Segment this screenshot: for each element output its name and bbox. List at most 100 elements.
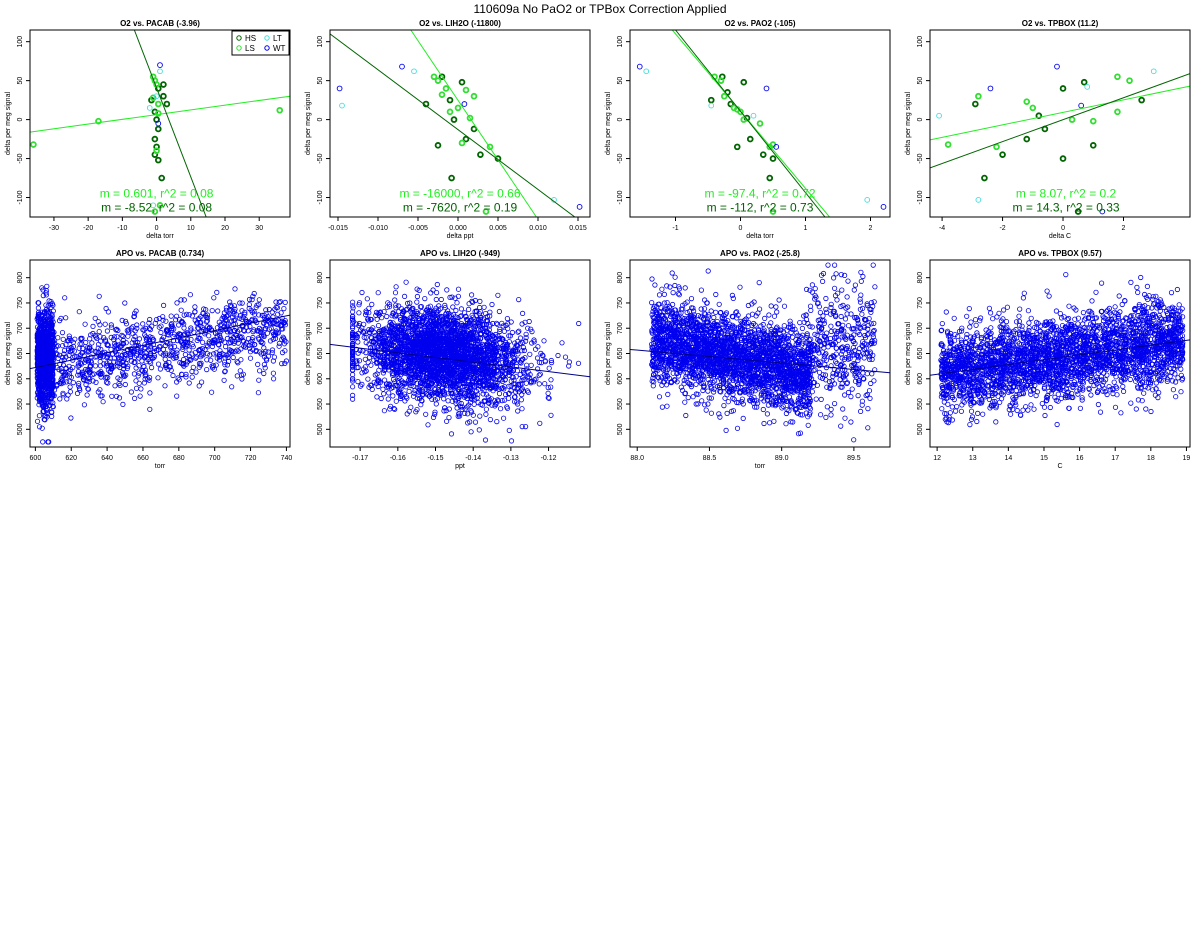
data-point — [500, 415, 507, 421]
data-point — [119, 359, 125, 365]
data-point — [191, 329, 197, 335]
data-point — [417, 323, 423, 329]
data-point — [442, 405, 448, 411]
x-tick-label: 0 — [1061, 225, 1065, 232]
data-point — [356, 358, 363, 364]
data-point — [222, 339, 228, 345]
data-point — [97, 334, 103, 340]
data-point — [132, 348, 138, 354]
data-point — [461, 394, 468, 400]
data-point — [476, 378, 483, 384]
data-point — [178, 297, 184, 303]
data-point — [458, 306, 464, 312]
data-point — [195, 320, 201, 326]
data-point — [242, 311, 248, 317]
data-point — [52, 340, 58, 347]
x-tick-label: 0.015 — [569, 225, 587, 232]
data-point — [494, 418, 500, 425]
data-point — [401, 352, 407, 358]
data-point — [42, 392, 49, 399]
data-point-lt — [153, 93, 160, 100]
data-point — [223, 343, 229, 350]
data-point — [437, 329, 444, 335]
data-point — [417, 304, 423, 310]
data-point — [406, 388, 412, 394]
data-point — [116, 357, 122, 363]
fit-line — [30, 314, 290, 370]
data-point — [72, 336, 78, 342]
data-point — [487, 323, 493, 329]
data-point — [104, 354, 110, 361]
data-point — [426, 323, 432, 330]
data-point-hs — [160, 81, 167, 88]
data-point — [470, 324, 476, 330]
data-point-lt — [750, 112, 757, 119]
data-point — [252, 318, 258, 324]
y-tick-label: 650 — [17, 348, 24, 360]
data-point — [247, 349, 254, 355]
data-point — [95, 345, 101, 351]
data-point-wt — [576, 204, 583, 210]
data-point — [377, 330, 383, 336]
data-point — [128, 389, 134, 395]
data-point — [541, 338, 547, 344]
data-point — [189, 341, 195, 348]
data-point — [93, 379, 99, 385]
data-point — [222, 369, 228, 375]
data-point — [55, 355, 61, 361]
data-point — [141, 369, 147, 375]
data-point — [60, 336, 66, 342]
data-point — [517, 335, 524, 341]
data-point — [103, 305, 109, 312]
data-point — [116, 395, 123, 401]
data-point — [386, 323, 393, 329]
data-point — [354, 358, 360, 364]
data-point — [211, 337, 218, 343]
data-point — [140, 327, 146, 333]
data-point — [40, 315, 46, 321]
data-point-hs — [154, 156, 162, 164]
data-point — [252, 341, 258, 348]
data-point — [48, 304, 54, 310]
data-point — [272, 335, 279, 341]
data-point — [269, 347, 276, 353]
data-point — [123, 372, 129, 378]
data-point — [142, 376, 148, 382]
x-tick-label: 600 — [30, 455, 42, 462]
data-point — [60, 369, 66, 375]
data-point — [457, 390, 463, 397]
data-point — [506, 333, 512, 339]
data-point — [78, 335, 84, 341]
data-point — [97, 363, 104, 369]
data-point — [364, 296, 370, 302]
data-point — [67, 389, 74, 395]
data-point — [523, 380, 529, 386]
data-point — [255, 390, 261, 396]
data-point — [86, 348, 92, 354]
x-tick-label: 2 — [869, 225, 873, 232]
data-point — [380, 328, 386, 334]
data-point — [202, 313, 209, 319]
data-point — [545, 390, 551, 396]
data-point — [448, 386, 454, 393]
data-point-wt — [763, 85, 770, 92]
y-tick-label: 100 — [617, 36, 624, 48]
data-point — [269, 309, 275, 315]
data-point — [259, 312, 265, 318]
y-tick-label: -100 — [617, 190, 624, 204]
data-point — [456, 330, 463, 337]
data-point — [245, 328, 251, 334]
data-point — [41, 358, 48, 364]
data-point — [224, 335, 230, 342]
data-point — [202, 331, 208, 337]
data-point — [235, 360, 241, 366]
plot-frame — [329, 29, 591, 218]
data-point — [400, 329, 406, 336]
data-point — [140, 321, 146, 327]
data-point-hs — [470, 125, 478, 133]
data-point-ls — [156, 202, 164, 209]
data-point — [131, 313, 137, 319]
data-point — [219, 315, 225, 322]
x-tick-label: -30 — [49, 225, 59, 232]
data-point — [508, 438, 515, 444]
